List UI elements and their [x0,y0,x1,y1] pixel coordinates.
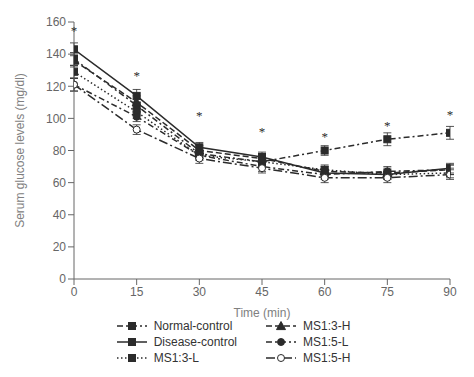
svg-text:140: 140 [46,47,66,61]
svg-text:60: 60 [318,285,332,299]
svg-text:75: 75 [381,285,395,299]
svg-text:Time (min): Time (min) [234,306,291,320]
svg-text:*: * [71,23,78,38]
svg-text:20: 20 [53,240,67,254]
html-text:Disease-control: Disease-control [153,335,237,349]
svg-text:*: * [196,108,203,123]
svg-text:0: 0 [71,285,78,299]
svg-text:45: 45 [255,285,269,299]
svg-text:*: * [321,129,328,144]
svg-text:40: 40 [53,208,67,222]
html-text:Normal-control: Normal-control [153,319,233,333]
html-text:MS1:5-L: MS1:5-L [303,335,349,349]
svg-text:60: 60 [53,176,67,190]
svg-text:100: 100 [46,112,66,126]
svg-text:0: 0 [59,272,66,286]
svg-text:*: * [447,107,454,122]
html-text:MS1:5-H: MS1:5-H [303,351,351,365]
svg-text:80: 80 [53,144,67,158]
svg-text:15: 15 [130,285,144,299]
svg-text:*: * [259,124,266,139]
svg-text:120: 120 [46,80,66,94]
svg-text:*: * [133,68,140,83]
html-text:MS1:3-H: MS1:3-H [303,319,351,333]
svg-text:160: 160 [46,15,66,29]
html-text:MS1:3-L: MS1:3-L [153,351,199,365]
svg-text:30: 30 [193,285,207,299]
svg-text:90: 90 [443,285,457,299]
svg-text:Serum glucose levels (mg/dl): Serum glucose levels (mg/dl) [13,73,27,228]
svg-text:*: * [384,118,391,133]
